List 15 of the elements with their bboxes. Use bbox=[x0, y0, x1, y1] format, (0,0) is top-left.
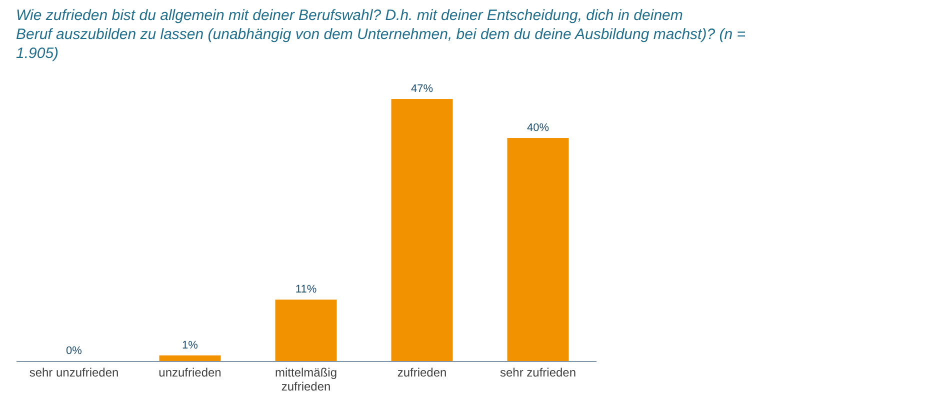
x-tick-label: mittelmäßig zufrieden bbox=[274, 366, 338, 394]
bar bbox=[275, 300, 337, 361]
data-label: 11% bbox=[295, 284, 317, 296]
x-tick-label: unzufrieden bbox=[158, 366, 222, 380]
data-label: 40% bbox=[526, 122, 550, 134]
bar bbox=[159, 355, 221, 361]
bar bbox=[391, 99, 453, 361]
x-tick-label: zufrieden bbox=[397, 366, 447, 380]
bar bbox=[507, 138, 569, 361]
x-tick-label: sehr zufrieden bbox=[500, 366, 576, 380]
data-label: 47% bbox=[410, 83, 434, 95]
x-tick-label: sehr unzufrieden bbox=[29, 366, 119, 380]
data-label: 0% bbox=[66, 345, 82, 357]
data-label: 1% bbox=[182, 339, 198, 352]
chart-title: Wie zufrieden bist du allgemein mit deiner Berufswahl? D.h. mit deiner Entscheidung, dich in deinem Beruf auszubilden zu lassen (unabhängig von dem Unternehmen, bei dem du deine Ausbildung machst)? (n = 1.905) bbox=[16, 7, 746, 62]
